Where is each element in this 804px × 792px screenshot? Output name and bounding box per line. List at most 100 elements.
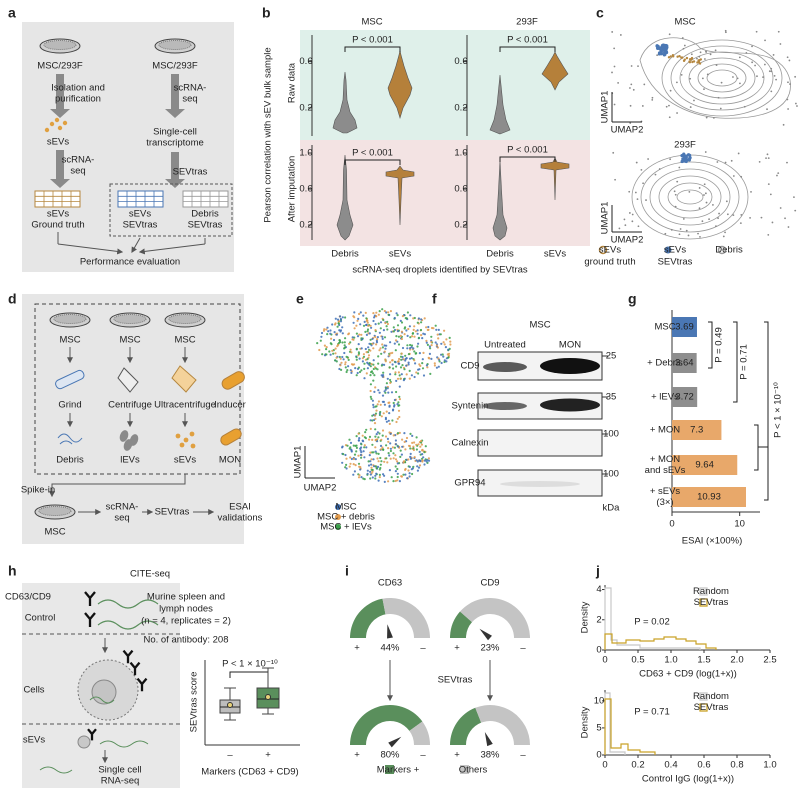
cell-dot (360, 456, 363, 459)
cell-dot (396, 467, 399, 471)
cell-dot (343, 344, 346, 347)
cell-dot (416, 329, 419, 332)
axis-label: Markers (CD63 + CD9) (201, 767, 298, 778)
cell-dot (377, 460, 380, 463)
cell-dot (375, 433, 378, 436)
label: Grind (58, 400, 81, 411)
label: MON (219, 455, 241, 466)
cell-dot (392, 480, 395, 483)
debris-dot (624, 224, 627, 227)
cell-dot (366, 330, 369, 333)
axis-label: Density (580, 706, 591, 738)
rna (89, 696, 115, 704)
cell-dot (411, 434, 414, 437)
debris-dot (740, 175, 743, 178)
cell-dot (374, 323, 377, 326)
cell-dot (395, 312, 398, 315)
cell-dot (338, 355, 341, 359)
label: sEVs (23, 735, 45, 746)
cell-dot (406, 347, 409, 350)
gauge-rest (382, 598, 430, 638)
cell-dot (388, 422, 391, 425)
cell-dot (353, 453, 357, 456)
debris-dot (698, 55, 701, 58)
cell-dot (411, 335, 414, 338)
cell-dot (398, 357, 401, 361)
cell-dot (391, 409, 395, 412)
cell-dot (427, 459, 431, 462)
debris-dot (724, 161, 727, 164)
cell-dot (411, 441, 414, 444)
cell-dot (400, 321, 404, 324)
cell-dot (374, 477, 377, 480)
cell-dot (419, 445, 422, 448)
cell-dot (369, 349, 372, 352)
debris-dot (725, 200, 728, 203)
label: Murine spleen and (147, 592, 225, 603)
debris-dot (681, 37, 684, 39)
cell-dot (341, 326, 344, 329)
debris-dot (699, 51, 702, 54)
cell-dot (411, 472, 414, 476)
cell-dot (408, 445, 411, 448)
p-value: P < 0.001 (507, 35, 548, 46)
cell-dot (442, 341, 445, 344)
barcode (97, 620, 159, 630)
cell-dot (386, 437, 389, 440)
debris-dot (690, 53, 693, 56)
bar (672, 455, 738, 475)
cell-dot (355, 374, 358, 377)
cell-dot (374, 446, 377, 449)
cell-dot (440, 342, 443, 345)
debris-dot (712, 204, 714, 206)
cell-dot (421, 459, 424, 462)
debris-dot (789, 83, 791, 85)
debris-dot (779, 43, 782, 45)
cell-dot (369, 451, 372, 454)
cell-dot (395, 365, 398, 368)
plot-title: 293F (674, 140, 696, 151)
cell-dot (408, 377, 411, 380)
cell-dot (375, 311, 378, 314)
debris-dot (755, 30, 758, 33)
cell-dot (401, 315, 404, 318)
cell-dot (376, 457, 379, 460)
panel-label: h (8, 563, 17, 579)
y-tick-label: 0 (596, 645, 601, 656)
grind-icon (55, 369, 85, 390)
cell-dot (397, 445, 400, 448)
x-tick-label: Debris (486, 249, 514, 260)
cell-dot (422, 456, 425, 459)
cell-dot (399, 355, 403, 358)
cell-dot (373, 422, 377, 425)
debris-dot (635, 161, 638, 164)
cell-dot (393, 316, 396, 320)
cell-dot (356, 371, 359, 375)
debris-dot (678, 166, 681, 169)
debris-dot (613, 47, 616, 50)
cell-dot (377, 479, 380, 482)
category-label: + sEVs (650, 486, 681, 497)
debris-dot (715, 64, 718, 67)
debris-dot (787, 81, 789, 84)
cell-dot (374, 405, 377, 408)
category-label: and sEVs (645, 465, 686, 476)
cell-dot (363, 436, 366, 439)
cell-dot (366, 361, 369, 364)
value-label: 3.64 (675, 358, 694, 369)
label: Debris (56, 455, 84, 466)
cell-dot (407, 327, 410, 331)
cell-dot (415, 448, 418, 451)
cell-dot (327, 330, 330, 333)
cell-dot (360, 443, 363, 446)
arrow (50, 74, 70, 118)
cell-dot (374, 335, 377, 339)
cell-dot (397, 401, 400, 404)
debris-icon (57, 433, 83, 445)
cell-dot (392, 434, 395, 437)
cell-dot (335, 356, 338, 359)
cell-dot (352, 457, 355, 461)
cell-dot (409, 452, 412, 455)
value-label: 3.69 (675, 322, 694, 333)
cell-dot (359, 311, 362, 314)
